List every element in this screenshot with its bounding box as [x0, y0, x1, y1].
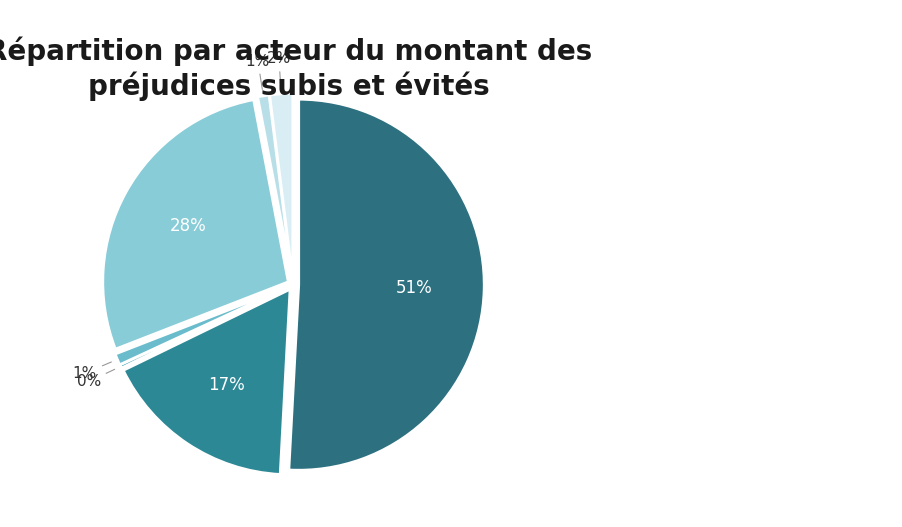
Text: 0%: 0%	[77, 369, 115, 389]
Text: 1%: 1%	[73, 362, 111, 380]
Text: 1%: 1%	[245, 54, 270, 90]
Wedge shape	[124, 289, 290, 474]
Text: 28%: 28%	[170, 217, 206, 235]
Text: Répartition par acteur du montant des
préjudices subis et évités: Répartition par acteur du montant des pr…	[0, 37, 592, 101]
Legend: Assurés, Fournisseurs, Pharmacies, Masseurs Kiné, Infirmiers, Transporteurs, Eta: Assurés, Fournisseurs, Pharmacies, Masse…	[576, 170, 743, 384]
Text: 2%: 2%	[267, 51, 291, 87]
Wedge shape	[258, 95, 292, 279]
Wedge shape	[270, 93, 293, 279]
Wedge shape	[103, 100, 289, 349]
Wedge shape	[289, 99, 484, 470]
Text: 51%: 51%	[395, 279, 432, 297]
Wedge shape	[115, 287, 288, 365]
Text: 17%: 17%	[208, 376, 244, 394]
Wedge shape	[120, 287, 288, 368]
